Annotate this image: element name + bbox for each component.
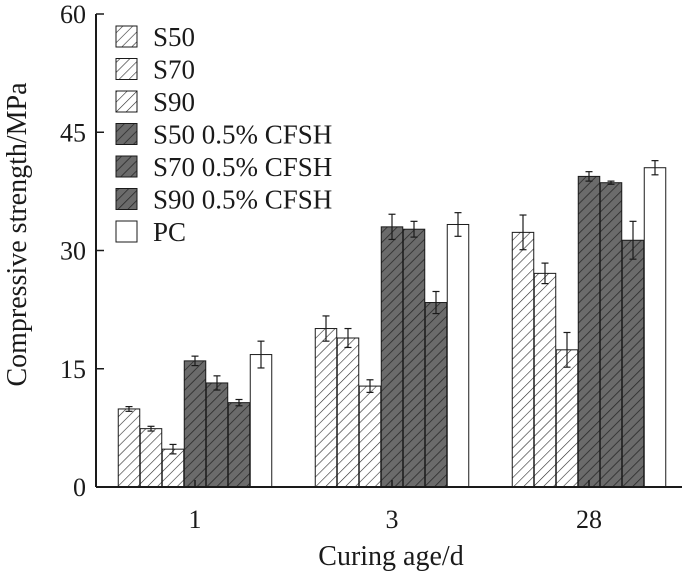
legend-item: S50	[115, 22, 195, 52]
legend-label: S90 0.5% CFSH	[153, 185, 332, 215]
legend-item: S90	[115, 87, 195, 117]
error-bar	[366, 379, 374, 393]
error-bar	[629, 220, 637, 260]
error-bar	[213, 375, 221, 391]
error-bar	[191, 355, 199, 367]
bar-s90-day-1	[161, 448, 185, 488]
bar-s90-0-5-cfsh-day-28	[621, 239, 645, 488]
error-bar	[585, 171, 593, 182]
error-bar	[541, 262, 549, 285]
legend-item: S90 0.5% CFSH	[115, 185, 332, 215]
y-tick-label: 60	[60, 0, 86, 29]
legend-item: S70 0.5% CFSH	[115, 152, 332, 182]
x-axis-label: Curing age/d	[318, 541, 463, 572]
legend-label: S90	[153, 87, 195, 117]
x-tick-label: 1	[189, 505, 202, 534]
bar-s90-0-5-cfsh-day-1	[227, 402, 251, 488]
error-bar	[519, 214, 527, 251]
bar-s50-day-3	[314, 328, 338, 488]
legend-swatch	[115, 155, 138, 178]
legend-swatch	[115, 58, 138, 80]
legend-item: S70	[115, 55, 195, 85]
error-bar	[344, 327, 352, 349]
bar-s50-day-1	[117, 408, 141, 488]
error-bar	[651, 160, 659, 176]
bar-pc-day-1	[249, 354, 273, 488]
error-bar	[388, 213, 396, 241]
legend-label: S50 0.5% CFSH	[153, 120, 332, 150]
bar-s70-0-5-cfsh-day-1	[205, 382, 229, 488]
legend-swatch	[115, 220, 138, 243]
legend-item: PC	[115, 217, 186, 247]
error-bar	[235, 398, 243, 407]
y-tick-label: 30	[60, 237, 86, 266]
legend-swatch	[115, 188, 138, 210]
bar-s50-day-28	[511, 231, 535, 488]
legend-swatch	[115, 90, 138, 113]
error-bar	[322, 315, 330, 342]
bar-s90-day-3	[358, 385, 382, 488]
error-bar	[410, 220, 418, 238]
error-bar	[257, 340, 265, 369]
legend-label: PC	[153, 217, 186, 247]
x-tick-label: 3	[386, 505, 399, 534]
error-bar	[432, 290, 440, 315]
error-bar	[563, 331, 571, 368]
bar-s50-0-5-cfsh-day-3	[380, 226, 404, 488]
bar-s50-0-5-cfsh-day-28	[577, 175, 601, 488]
bar-s90-day-28	[555, 349, 579, 488]
legend-label: S50	[153, 22, 195, 52]
y-axis-label: Compressive strength/MPa	[2, 82, 33, 387]
error-bar	[607, 180, 615, 185]
bar-pc-day-3	[446, 223, 470, 488]
y-tick-label: 15	[60, 355, 86, 384]
bar-s70-day-28	[533, 272, 557, 488]
bar-s90-0-5-cfsh-day-3	[424, 302, 448, 488]
error-bar	[454, 212, 462, 237]
legend-label: S70 0.5% CFSH	[153, 152, 332, 182]
bar-s70-day-1	[139, 428, 163, 488]
legend-swatch	[115, 25, 138, 48]
bar-s70-0-5-cfsh-day-28	[599, 182, 623, 488]
y-tick-label: 0	[73, 473, 86, 502]
bar-s50-0-5-cfsh-day-1	[183, 360, 207, 488]
legend-label: S70	[153, 55, 195, 85]
error-bar	[147, 425, 155, 432]
error-bar	[125, 405, 133, 412]
bar-s70-day-3	[336, 337, 360, 488]
bar-pc-day-28	[643, 167, 667, 488]
x-tick-label: 28	[576, 505, 602, 534]
y-tick-label: 45	[60, 118, 86, 147]
legend-item: S50 0.5% CFSH	[115, 120, 332, 150]
legend-swatch	[115, 123, 138, 145]
error-bar	[169, 443, 177, 455]
bar-s70-0-5-cfsh-day-3	[402, 228, 426, 488]
